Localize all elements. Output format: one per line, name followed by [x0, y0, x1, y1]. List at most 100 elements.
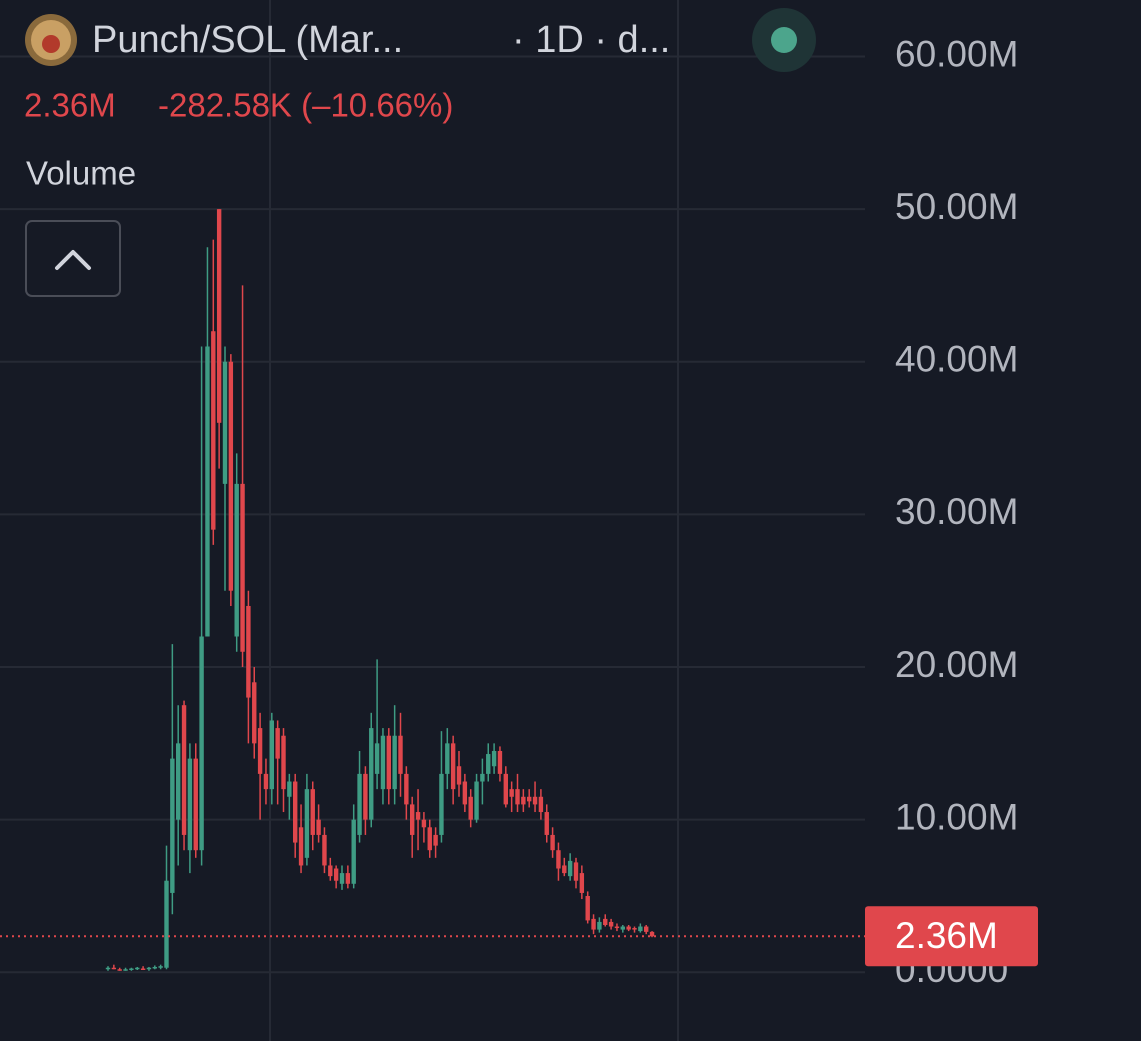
candle-body [591, 918, 596, 930]
candle-body [287, 781, 292, 797]
candle-body [164, 880, 169, 968]
candle-body [281, 735, 286, 790]
symbol-title: Punch/SOL (Mar... [92, 19, 403, 61]
candle-body [369, 728, 374, 820]
candle-body [427, 827, 432, 851]
candle-body [193, 758, 198, 851]
candle-body [567, 860, 573, 877]
candle-body [445, 743, 450, 774]
candle-body [644, 926, 649, 932]
candle-body [170, 758, 175, 893]
candle-body [433, 834, 438, 846]
candle-body [135, 967, 140, 970]
candle-body [252, 682, 257, 744]
indicator-label: Volume [26, 155, 136, 192]
candle-body [573, 862, 579, 881]
candle-body [550, 834, 555, 851]
candle-body [228, 361, 234, 591]
candle-body [263, 773, 269, 790]
candle-body [556, 850, 561, 869]
candle-body [398, 735, 403, 774]
grid [0, 55, 865, 974]
candle-body [123, 969, 128, 971]
candle-body [579, 873, 585, 893]
header: Punch/SOL (Mar... · 1D · d... 2.36M -282… [24, 8, 816, 297]
candle-body [509, 789, 514, 797]
y-tick-label: 60.00M [895, 33, 1018, 74]
candle-body [515, 789, 520, 805]
candle-body [439, 773, 444, 835]
collapse-button[interactable] [25, 220, 121, 297]
candle-body [480, 773, 485, 782]
y-tick-label: 20.00M [895, 644, 1018, 685]
y-tick-label: 40.00M [895, 339, 1018, 380]
status-dot [771, 27, 797, 53]
candle-body [240, 483, 245, 652]
candle-body [491, 750, 497, 767]
candle-body [486, 754, 491, 774]
candle-body [585, 895, 590, 921]
candle-body [328, 865, 333, 877]
candle-body [386, 735, 391, 790]
price-change: -282.58K (–10.66%) [158, 87, 453, 124]
candle-body [380, 735, 386, 790]
candle-body [146, 967, 152, 970]
candle-body [632, 928, 637, 930]
candle-body [456, 766, 462, 785]
candle-body [111, 967, 117, 970]
last-price-tag [865, 906, 1038, 967]
candles [0, 209, 865, 971]
candle-body [521, 796, 526, 805]
candle-body [105, 967, 111, 970]
candle-body [421, 819, 427, 828]
y-tick-label: 10.00M [895, 796, 1018, 837]
candle-body [392, 735, 397, 790]
candle-body [257, 728, 263, 774]
candle-body [187, 758, 193, 851]
candle-body [532, 796, 538, 805]
candle-body [562, 865, 567, 874]
candle-body [597, 921, 602, 930]
interval: · 1D · d... [512, 19, 670, 61]
candle-body [140, 968, 146, 970]
candle-body [614, 926, 620, 929]
candle-body [351, 819, 356, 884]
candle-body [310, 789, 315, 835]
candle-body [298, 827, 304, 866]
candle-body [503, 773, 508, 805]
candle-body [497, 750, 503, 774]
candle-body [608, 921, 614, 927]
symbol-icon-detail [42, 35, 60, 53]
candle-body [603, 918, 608, 925]
candle-body [211, 331, 216, 530]
candle-body [626, 926, 631, 930]
last-price: 2.36M [24, 87, 116, 124]
y-tick-label: 30.00M [895, 491, 1018, 532]
candle-body [345, 873, 351, 884]
candle-body [333, 868, 339, 881]
candle-body [404, 773, 409, 805]
candle-body [199, 636, 204, 851]
candle-body [234, 483, 239, 637]
candle-body [538, 796, 544, 813]
candle-body [316, 819, 321, 835]
candle-body [474, 781, 479, 820]
candle-body [527, 796, 532, 802]
candle-body [176, 743, 181, 820]
candle-body [293, 781, 298, 843]
candle-body [246, 605, 251, 698]
candle-body [450, 743, 456, 790]
candle-body [544, 812, 549, 835]
candle-body [222, 361, 228, 484]
y-tick-label: 50.00M [895, 186, 1018, 227]
candle-body [649, 931, 655, 937]
candle-body [152, 966, 157, 969]
candle-body [269, 720, 274, 790]
candle-body [205, 346, 210, 637]
candle-body [275, 728, 280, 759]
candle-body [216, 209, 222, 423]
last-price-tag-label: 2.36M [895, 915, 998, 956]
candle-body [462, 781, 468, 805]
